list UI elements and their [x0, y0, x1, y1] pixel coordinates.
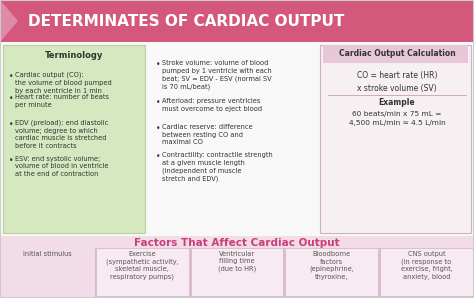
Text: •: •	[156, 124, 161, 133]
Text: •: •	[9, 72, 13, 81]
Text: Cardiac Output Calculation: Cardiac Output Calculation	[338, 49, 456, 58]
Text: Initial stimulus: Initial stimulus	[23, 251, 72, 257]
Text: Exercise
(sympathetic activity,
skeletal muscle,
respiratory pumps): Exercise (sympathetic activity, skeletal…	[106, 251, 179, 280]
Bar	[323, 45, 468, 63]
Text: Factors That Affect Cardiac Output: Factors That Affect Cardiac Output	[134, 238, 340, 248]
Text: Cardiac output (CO):
the volume of blood pumped
by each ventricle in 1 min: Cardiac output (CO): the volume of blood…	[15, 72, 112, 94]
Text: •: •	[156, 60, 161, 69]
Text: Heart rate: number of beats
per minute: Heart rate: number of beats per minute	[15, 94, 109, 108]
Text: Afterload: pressure ventricles
must overcome to eject blood: Afterload: pressure ventricles must over…	[162, 98, 262, 111]
Bar	[96, 248, 189, 296]
Bar	[0, 236, 474, 298]
Text: Example: Example	[379, 98, 415, 107]
Text: 60 beats/min x 75 mL =
4,500 mL/min ≈ 4.5 L/min: 60 beats/min x 75 mL = 4,500 mL/min ≈ 4.…	[348, 111, 446, 125]
Text: •: •	[9, 120, 13, 129]
Text: CNS output
(in response to
exercise, fright,
anxiety, blood: CNS output (in response to exercise, fri…	[401, 251, 453, 280]
Text: •: •	[156, 98, 161, 107]
Text: Terminology: Terminology	[45, 52, 103, 60]
Bar	[320, 45, 471, 233]
Bar	[380, 248, 473, 296]
Bar	[191, 248, 283, 296]
Text: Cardiac reserve: difference
between resting CO and
maximal CO: Cardiac reserve: difference between rest…	[162, 124, 253, 145]
Text: Stroke volume: volume of blood
pumped by 1 ventricle with each
beat; SV = EDV - : Stroke volume: volume of blood pumped by…	[162, 60, 272, 89]
Polygon shape	[0, 0, 18, 42]
Text: •: •	[156, 152, 161, 161]
Text: •: •	[9, 156, 13, 165]
Text: EDV (preload): end diastolic
volume; degree to which
cardiac muscle is stretched: EDV (preload): end diastolic volume; deg…	[15, 120, 108, 149]
Text: ESV: end systolic volume;
volume of blood in ventricle
at the end of contraction: ESV: end systolic volume; volume of bloo…	[15, 156, 109, 177]
Text: CO = heart rate (HR)
x stroke volume (SV): CO = heart rate (HR) x stroke volume (SV…	[357, 71, 437, 92]
Bar	[0, 0, 474, 42]
Text: Contractility: contractile strength
at a given muscle length
(independent of mus: Contractility: contractile strength at a…	[162, 152, 273, 181]
Bar	[3, 45, 145, 233]
Text: Ventricular
filling time
(due to HR): Ventricular filling time (due to HR)	[218, 251, 256, 272]
Text: Bloodborne
factors
(epinephrine,
thyroxine,: Bloodborne factors (epinephrine, thyroxi…	[310, 251, 354, 280]
Text: •: •	[9, 94, 13, 103]
Text: DETERMINATES OF CARDIAC OUTPUT: DETERMINATES OF CARDIAC OUTPUT	[28, 13, 345, 29]
Bar	[0, 42, 474, 236]
Bar	[285, 248, 378, 296]
